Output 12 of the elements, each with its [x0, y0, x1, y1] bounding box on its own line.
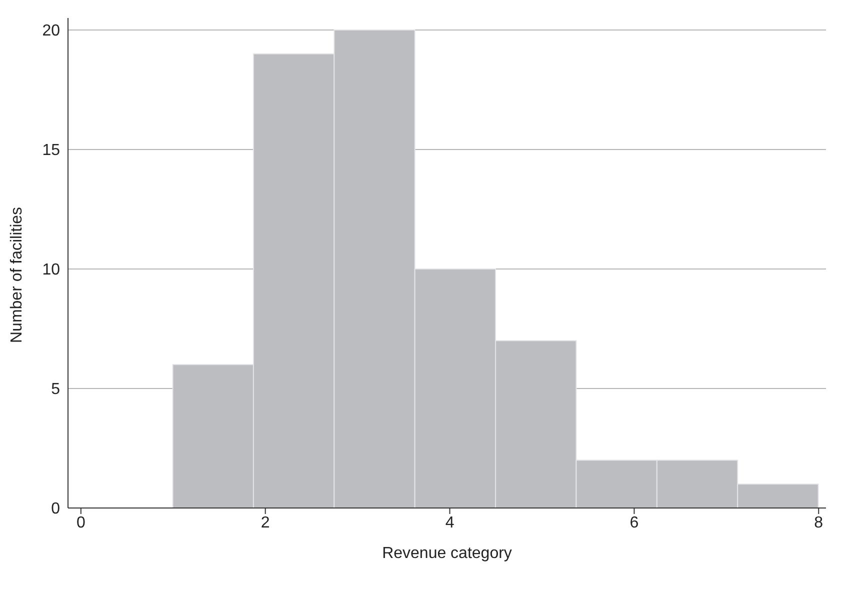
y-tick-label: 20	[42, 22, 60, 40]
y-tick-label: 0	[51, 500, 60, 518]
y-axis-title: Number of facilities	[8, 206, 26, 343]
y-tick-label: 10	[42, 262, 60, 279]
y-tick-label: 15	[42, 142, 60, 160]
x-tick-label: 6	[630, 514, 639, 532]
x-axis-title: Revenue category	[382, 545, 512, 562]
y-tick-label: 5	[51, 381, 60, 398]
x-tick-label: 0	[76, 514, 86, 532]
x-tick-label: 2	[260, 514, 270, 532]
x-tick-label: 4	[445, 514, 454, 532]
x-tick-label: 8	[814, 514, 824, 532]
